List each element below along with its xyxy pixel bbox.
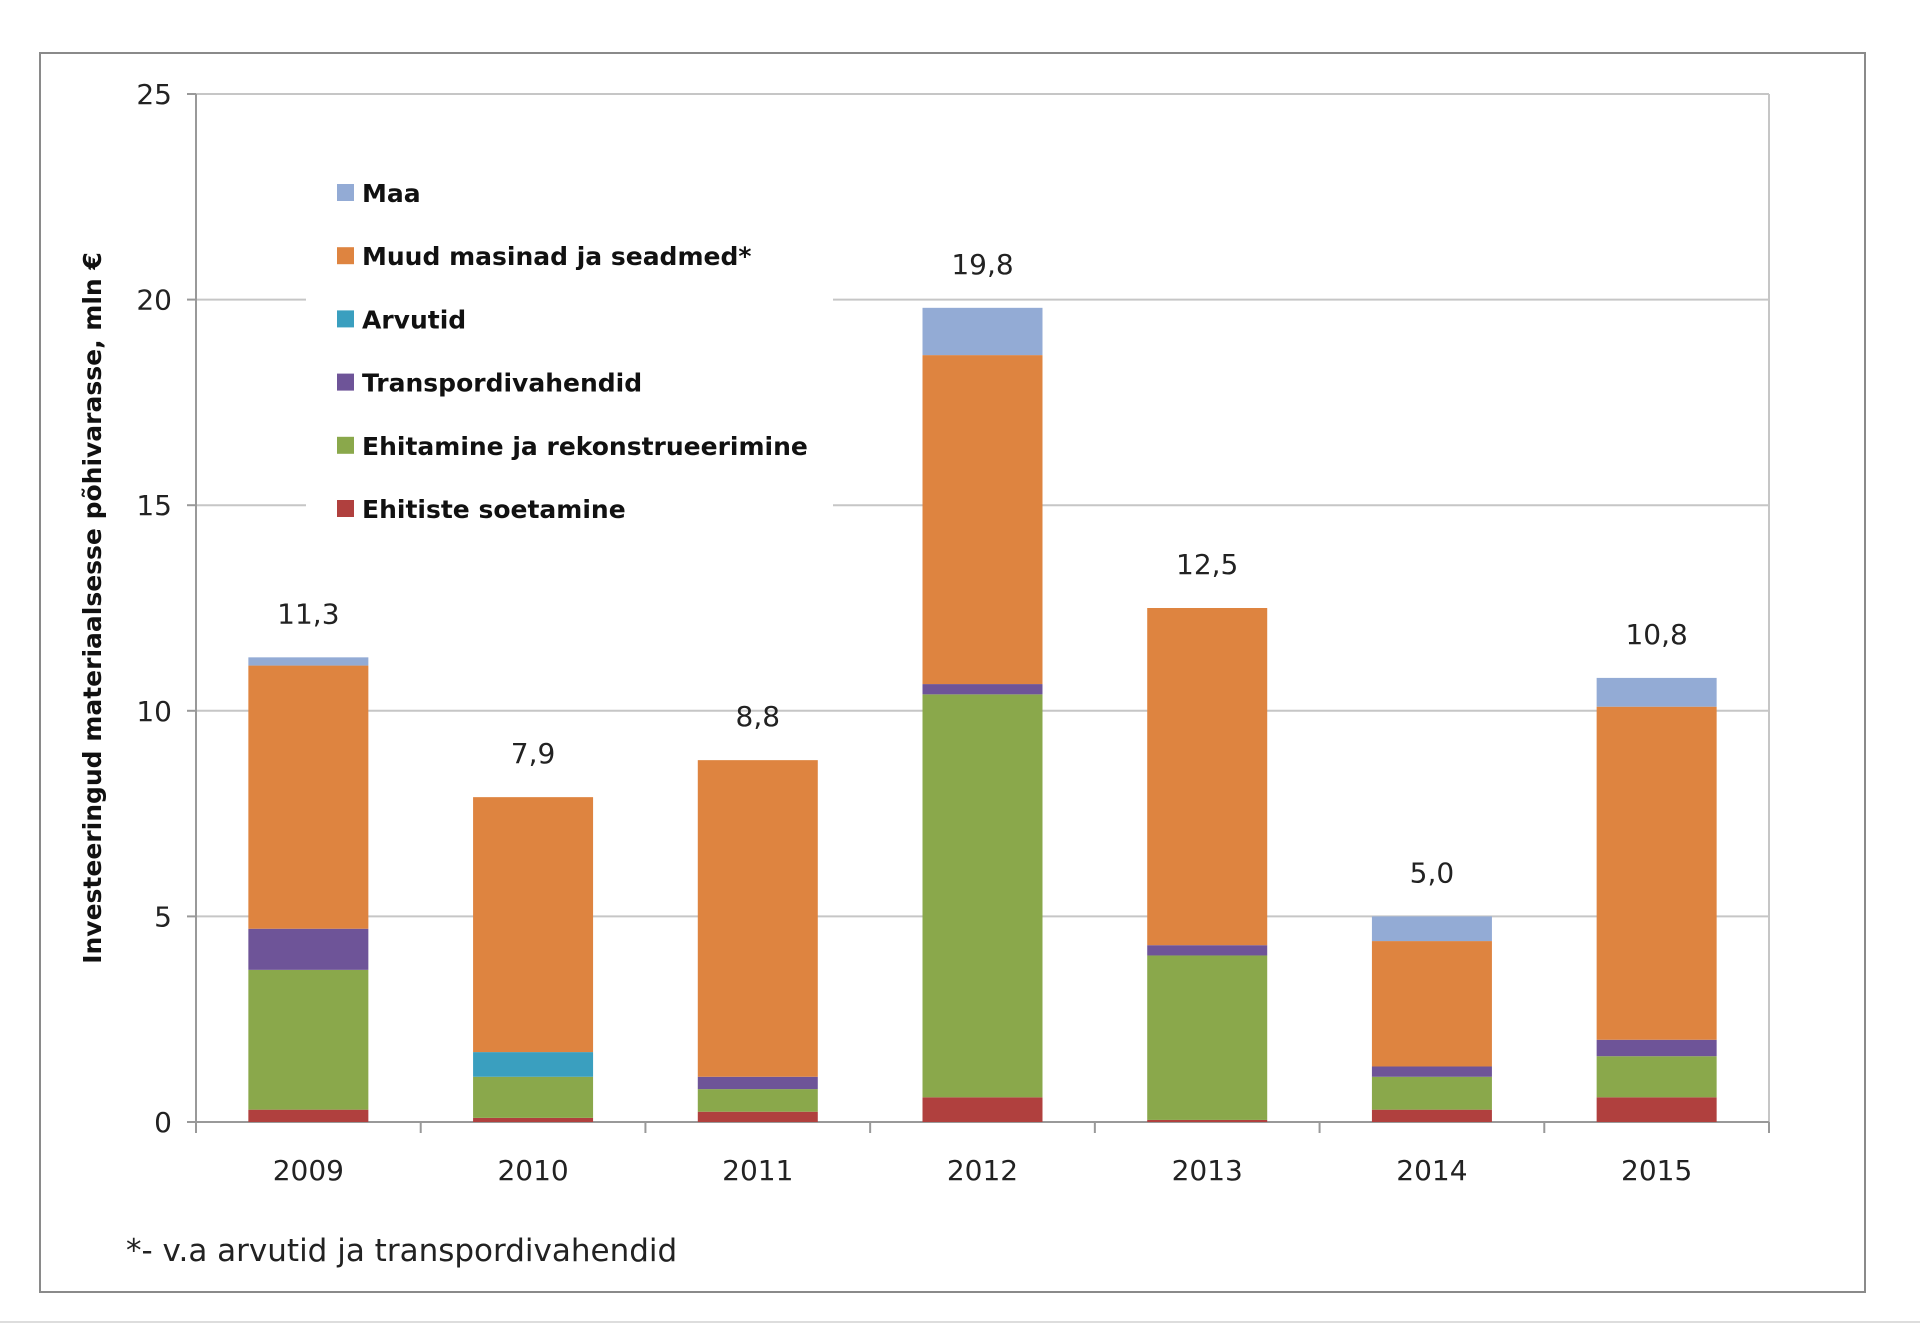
- y-tick-label: 15: [136, 489, 172, 522]
- bar-segment: [1596, 1056, 1717, 1098]
- x-tick-label: 2009: [273, 1154, 344, 1187]
- y-tick-label: 20: [136, 284, 172, 317]
- bar-segment: [1147, 955, 1268, 1120]
- bar-segment: [1596, 1097, 1717, 1122]
- bar-segment: [473, 1117, 594, 1122]
- total-data-label: 5,0: [1410, 856, 1455, 889]
- legend-label: Transpordivahendid: [362, 369, 642, 398]
- x-tick-label: 2012: [947, 1154, 1018, 1187]
- x-tick-label: 2015: [1621, 1154, 1692, 1187]
- bar-segment: [922, 355, 1043, 685]
- bar-segment: [473, 797, 594, 1053]
- bar-segment: [248, 928, 369, 970]
- total-data-label: 8,8: [736, 700, 781, 733]
- legend-background: [306, 170, 833, 528]
- bar-segment: [1371, 916, 1492, 942]
- legend-label: Arvutid: [362, 305, 466, 334]
- total-data-label: 11,3: [277, 597, 339, 630]
- bar-segment: [248, 657, 369, 666]
- legend-swatch: [337, 436, 354, 454]
- legend-swatch: [337, 373, 354, 391]
- bar-segment: [697, 1089, 818, 1112]
- bar-segment: [922, 684, 1043, 695]
- bar-segment: [922, 694, 1043, 1098]
- legend-label: Ehitamine ja rekonstrueerimine: [362, 432, 808, 461]
- bars: [248, 307, 1717, 1122]
- bar-segment: [1371, 1076, 1492, 1110]
- bar-segment: [1596, 677, 1717, 707]
- y-axis-label: Investeeringud materiaalsesse põhivarass…: [78, 252, 107, 964]
- bar-segment: [1371, 941, 1492, 1067]
- y-tick-label: 5: [154, 900, 172, 933]
- footnote: *- v.a arvutid ja transpordivahendid: [126, 1233, 677, 1269]
- bar-segment: [1147, 608, 1268, 946]
- bar-segment: [1596, 706, 1717, 1040]
- bar-segment: [922, 307, 1043, 356]
- bar-segment: [473, 1052, 594, 1077]
- bar-segment: [1147, 1119, 1268, 1122]
- total-data-label: 12,5: [1176, 548, 1238, 581]
- bar-segment: [697, 1111, 818, 1122]
- bar-segment: [473, 1076, 594, 1118]
- x-tick-label: 2011: [722, 1154, 793, 1187]
- x-tick-label: 2010: [497, 1154, 568, 1187]
- total-data-label: 7,9: [511, 737, 556, 770]
- bar-segment: [248, 665, 369, 929]
- total-data-label: 19,8: [951, 248, 1013, 281]
- y-tick-label: 10: [136, 695, 172, 728]
- legend-label: Muud masinad ja seadmed*: [362, 242, 751, 271]
- y-tick-label: 0: [154, 1106, 172, 1139]
- legend-label: Ehitiste soetamine: [362, 495, 626, 524]
- legend-swatch: [337, 184, 354, 201]
- bar-segment: [1596, 1039, 1717, 1057]
- bar-segment: [248, 969, 369, 1110]
- bar-segment: [697, 760, 818, 1077]
- x-tick-label: 2014: [1396, 1154, 1467, 1187]
- legend: Maa Muud masinad ja seadmed* Arvutid Transp…: [306, 170, 833, 528]
- bar-segment: [1371, 1066, 1492, 1077]
- y-tick-label: 25: [136, 78, 172, 111]
- legend-swatch: [337, 247, 354, 265]
- bar-segment: [1147, 945, 1268, 956]
- axes: 0 5 10 15 20 25 2009 2010 2011 2012 2013 2014 2015: [136, 78, 1770, 1187]
- bar-segment: [1371, 1109, 1492, 1122]
- bar-segment: [922, 1097, 1043, 1122]
- data-labels: 11,3 7,9 8,8 19,8 12,5 5,0 10,8: [277, 248, 1688, 890]
- total-data-label: 10,8: [1625, 618, 1687, 651]
- legend-swatch: [337, 310, 354, 328]
- bar-segment: [248, 1109, 369, 1122]
- legend-label: Maa: [362, 179, 421, 208]
- x-tick-label: 2013: [1172, 1154, 1243, 1187]
- legend-swatch: [337, 500, 354, 517]
- bar-segment: [697, 1076, 818, 1090]
